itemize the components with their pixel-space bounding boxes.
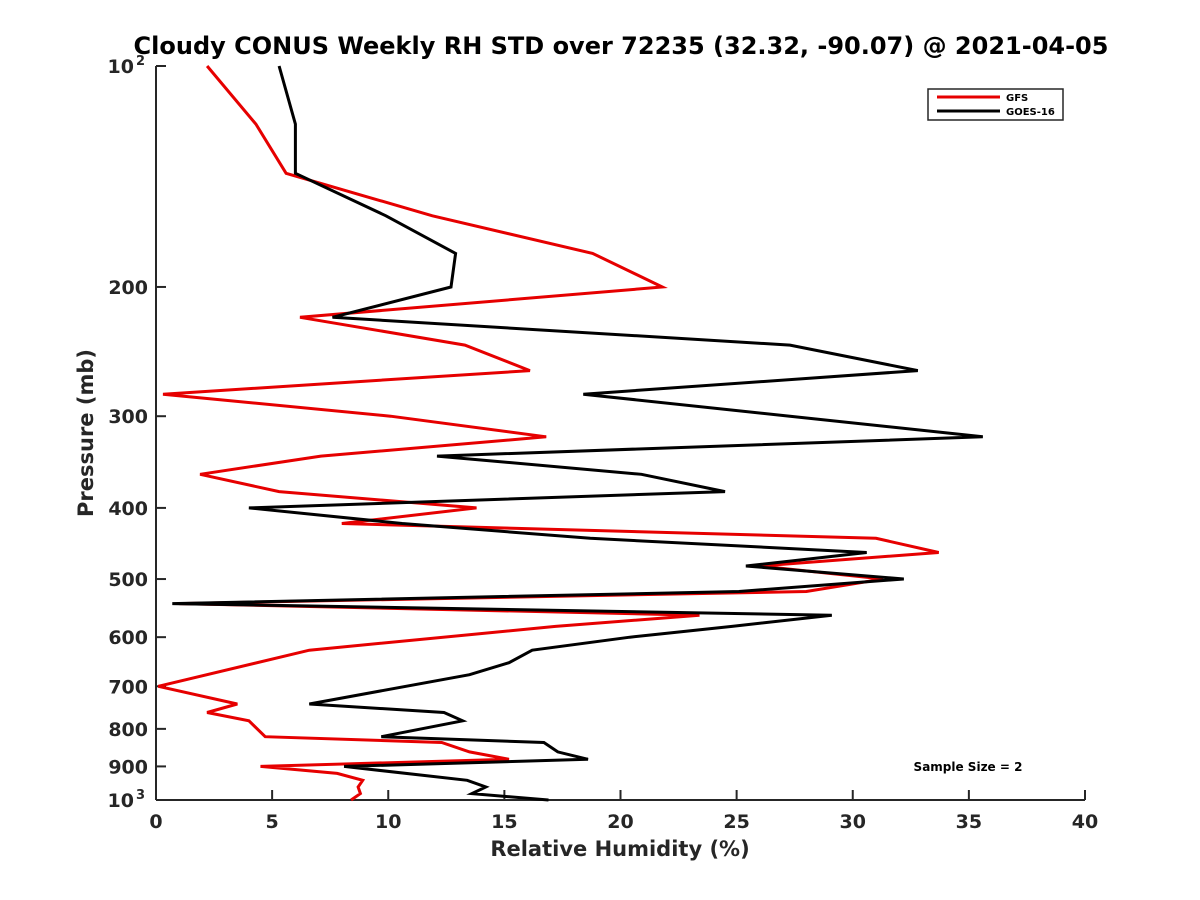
x-ticks: 0 5 10 15 20 25 30 35 40 [149, 790, 1098, 833]
y-tick-label-exponent: 3 [136, 788, 145, 803]
legend-label: GFS [1006, 93, 1028, 104]
x-tick-label: 15 [491, 811, 517, 833]
y-tick-label-base: 300 [108, 406, 148, 428]
x-tick-label: 30 [840, 811, 866, 833]
y-tick-label: 200 [108, 277, 148, 299]
chart-title: Cloudy CONUS Weekly RH STD over 72235 (3… [134, 32, 1109, 60]
y-tick-label-exponent: 2 [136, 54, 145, 69]
y-tick-label-base: 10 [108, 790, 134, 812]
x-tick-label: 25 [723, 811, 749, 833]
legend-label: GOES-16 [1006, 107, 1055, 118]
x-tick-label: 5 [266, 811, 279, 833]
x-axis-label: Relative Humidity (%) [490, 837, 749, 861]
y-tick-label: 500 [108, 569, 148, 591]
y-tick-label-base: 800 [108, 719, 148, 741]
y-tick-label-base: 400 [108, 498, 148, 520]
y-tick-label: 800 [108, 719, 148, 741]
x-tick-label: 35 [956, 811, 982, 833]
sample-size-annotation: Sample Size = 2 [914, 760, 1023, 774]
y-tick-label: 10 [108, 56, 134, 78]
x-tick-label: 20 [607, 811, 633, 833]
x-tick-label: 0 [149, 811, 162, 833]
y-tick-label-base: 500 [108, 569, 148, 591]
y-tick-label: 600 [108, 627, 148, 649]
legend-box [927, 88, 1064, 121]
series-line-gfs [157, 65, 940, 802]
y-tick-label-base: 10 [108, 56, 134, 78]
y-tick-label: 900 [108, 756, 148, 778]
y-tick-label: 10 [108, 790, 134, 812]
y-tick-label: 700 [108, 676, 148, 698]
y-tick-label-base: 700 [108, 676, 148, 698]
series-group [157, 65, 983, 802]
y-axis-label: Pressure (mb) [74, 349, 98, 517]
y-tick-label: 400 [108, 498, 148, 520]
legend: GFS GOES-16 [927, 88, 1064, 121]
series-line-goes-16 [172, 65, 983, 802]
y-tick-label: 300 [108, 406, 148, 428]
y-tick-label-base: 900 [108, 756, 148, 778]
y-tick-label-base: 600 [108, 627, 148, 649]
y-tick-label-base: 200 [108, 277, 148, 299]
x-tick-label: 40 [1072, 811, 1098, 833]
x-tick-label: 10 [375, 811, 401, 833]
